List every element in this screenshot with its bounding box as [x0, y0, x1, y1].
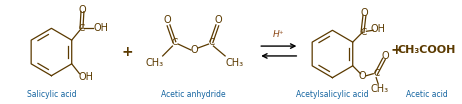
- Text: Acetic anhydride: Acetic anhydride: [161, 90, 225, 99]
- Text: C: C: [171, 38, 177, 47]
- Text: C: C: [373, 69, 379, 78]
- Text: O: O: [359, 71, 366, 81]
- Text: O: O: [164, 15, 171, 25]
- Text: +: +: [390, 43, 401, 57]
- Text: Acetylsalicylic acid: Acetylsalicylic acid: [296, 90, 369, 99]
- Text: O: O: [79, 5, 86, 15]
- Text: OH: OH: [371, 24, 386, 34]
- Text: C: C: [360, 28, 366, 37]
- Text: Acetic acid: Acetic acid: [406, 90, 448, 99]
- Text: Salicylic acid: Salicylic acid: [27, 90, 76, 99]
- Text: CH₃: CH₃: [146, 58, 164, 68]
- Text: O: O: [190, 45, 198, 55]
- Text: C: C: [79, 24, 85, 33]
- Text: H⁺: H⁺: [273, 30, 285, 39]
- Text: CH₃: CH₃: [226, 58, 244, 68]
- Text: C: C: [208, 38, 214, 47]
- Text: CH₃COOH: CH₃COOH: [398, 45, 456, 55]
- Text: OH: OH: [93, 23, 109, 33]
- Text: O: O: [381, 51, 389, 61]
- Text: OH: OH: [79, 72, 94, 82]
- Text: +: +: [122, 45, 134, 59]
- Text: O: O: [214, 15, 222, 25]
- Text: CH₃: CH₃: [370, 84, 388, 93]
- Text: O: O: [361, 7, 368, 18]
